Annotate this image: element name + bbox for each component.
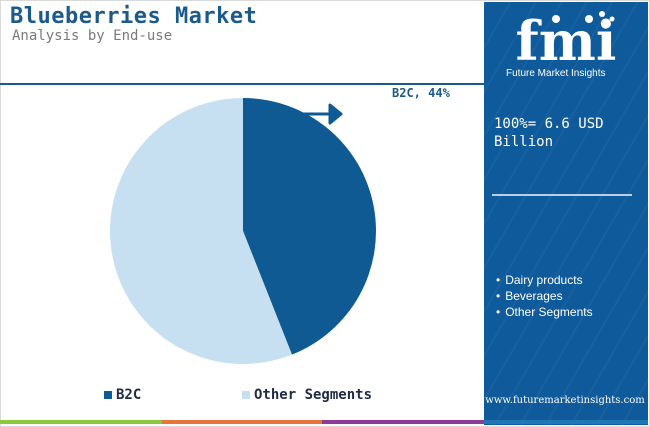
chart-subtitle: Analysis by End-use	[12, 28, 173, 44]
bottom-stripe-blue	[484, 420, 648, 424]
bottom-stripe-orange	[162, 420, 322, 424]
legend-item-b2c: B2C	[104, 387, 141, 403]
bottom-stripe-purple	[322, 420, 484, 424]
pie-chart	[109, 98, 376, 364]
legend-swatch-b2c	[104, 391, 112, 399]
pie-slice-other-segments	[109, 98, 292, 364]
market-total-label: 100%= 6.6 USD Billion	[494, 116, 604, 150]
bottom-stripe-green	[0, 420, 162, 424]
segment-list: Dairy products Beverages Other Segments	[496, 272, 593, 320]
website-url[interactable]: www.futuremarketinsights.com	[485, 395, 645, 406]
pie-slice-b2c	[243, 98, 376, 355]
legend-label-other-segments: Other Segments	[254, 387, 373, 403]
segment-item-other: Other Segments	[496, 304, 592, 320]
chart-title: Blueberries Market	[10, 4, 258, 29]
b2c-callout-label: B2C, 44%	[392, 86, 450, 100]
info-panel: fmi Future Market Insights 100%= 6.6 USD…	[484, 2, 648, 425]
legend-label-b2c: B2C	[116, 387, 142, 403]
fmi-logo-subtitle: Future Market Insights	[506, 68, 606, 79]
fmi-logo: fmi	[516, 9, 617, 70]
legend-item-other-segments: Other Segments	[242, 387, 372, 403]
title-divider	[0, 83, 484, 85]
segment-item-beverages: Beverages	[496, 288, 593, 304]
callout-arrow	[300, 103, 343, 125]
svg-text:fmi: fmi	[516, 9, 617, 70]
segment-item-dairy: Dairy products	[496, 272, 593, 288]
legend-swatch-other-segments	[242, 391, 250, 399]
panel-divider	[492, 194, 632, 196]
